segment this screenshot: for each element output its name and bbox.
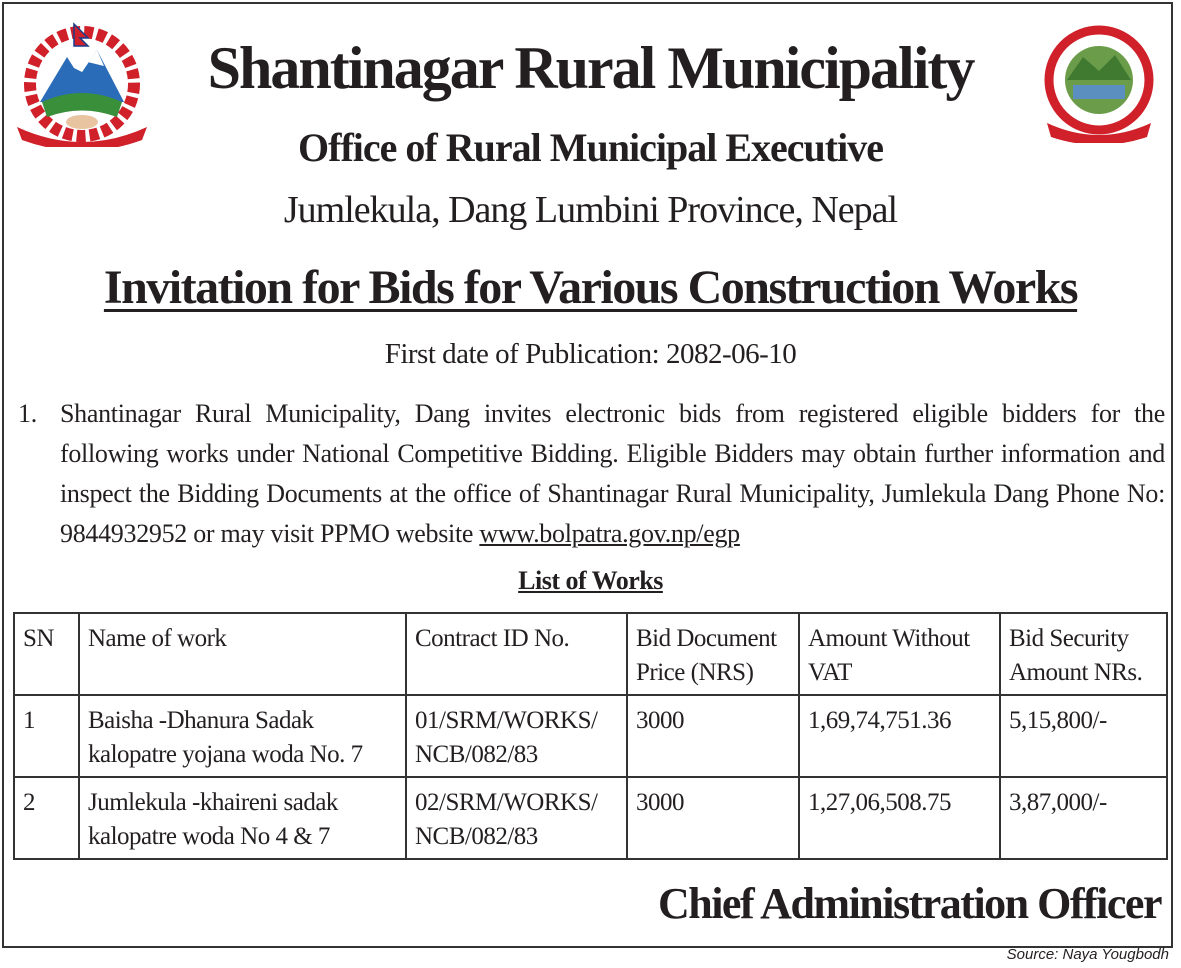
- municipality-title: Shantinagar Rural Municipality: [0, 34, 1181, 103]
- municipality-seal-logo: [1044, 25, 1154, 143]
- paragraph-text: Shantinagar Rural Municipality, Dang inv…: [60, 399, 1165, 548]
- cell-bid-security: 5,15,800/-: [999, 694, 1168, 778]
- office-text: Office of Rural Municipal Executive: [298, 125, 884, 170]
- table-row: 1 Baisha -Dhanura Sadak kalopatre yojana…: [13, 694, 1168, 778]
- header-sn: SN: [13, 612, 80, 696]
- header-bid-security: Bid Security Amount NRs.: [999, 612, 1168, 696]
- office-subtitle: Office of Rural Municipal Executive: [0, 124, 1181, 171]
- cell-contract-id: 02/SRM/WORKS/ NCB/082/83: [405, 776, 628, 860]
- paragraph-number: 1.: [18, 399, 37, 428]
- title-text: Shantinagar Rural Municipality: [207, 35, 976, 101]
- table-header-row: SN Name of work Contract ID No. Bid Docu…: [13, 612, 1168, 696]
- cell-sn: 2: [13, 776, 80, 860]
- table-row: 2 Jumlekula -khaireni sadak kalopatre wo…: [13, 776, 1168, 860]
- nepal-emblem-logo: [17, 22, 147, 147]
- list-title-text: List of Works: [518, 566, 663, 595]
- invitation-paragraph: 1. Shantinagar Rural Municipality, Dang …: [18, 394, 1165, 554]
- cell-contract-id: 01/SRM/WORKS/ NCB/082/83: [405, 694, 628, 778]
- publication-date: First date of Publication: 2082-06-10: [0, 338, 1181, 371]
- header-bid-price: Bid Document Price (NRS): [626, 612, 800, 696]
- heading-text: Invitation for Bids for Various Construc…: [103, 261, 1079, 314]
- cell-name: Jumlekula -khaireni sadak kalopatre woda…: [78, 776, 407, 860]
- address: Jumlekula, Dang Lumbini Province, Nepal: [0, 188, 1181, 232]
- cell-bid-price: 3000: [626, 694, 800, 778]
- cell-name: Baisha -Dhanura Sadak kalopatre yojana w…: [78, 694, 407, 778]
- source-credit: Source: Naya Yougbodh: [1006, 946, 1169, 963]
- header-contract-id: Contract ID No.: [405, 612, 628, 696]
- header-amount: Amount Without VAT: [798, 612, 1001, 696]
- header-name: Name of work: [78, 612, 407, 696]
- cell-bid-security: 3,87,000/-: [999, 776, 1168, 860]
- works-table: SN Name of work Contract ID No. Bid Docu…: [13, 612, 1168, 860]
- notice-heading: Invitation for Bids for Various Construc…: [0, 260, 1181, 315]
- cell-sn: 1: [13, 694, 80, 778]
- address-text: Jumlekula, Dang Lumbini Province, Nepal: [283, 189, 898, 231]
- cell-amount: 1,27,06,508.75: [798, 776, 1001, 860]
- publication-text: First date of Publication: 2082-06-10: [384, 338, 797, 370]
- list-of-works-title: List of Works: [0, 566, 1181, 596]
- notice-frame: [2, 2, 1173, 948]
- cell-bid-price: 3000: [626, 776, 800, 860]
- signatory: Chief Administration Officer: [657, 879, 1163, 928]
- ppmo-website-link[interactable]: www.bolpatra.gov.np/egp: [479, 519, 740, 548]
- cell-amount: 1,69,74,751.36: [798, 694, 1001, 778]
